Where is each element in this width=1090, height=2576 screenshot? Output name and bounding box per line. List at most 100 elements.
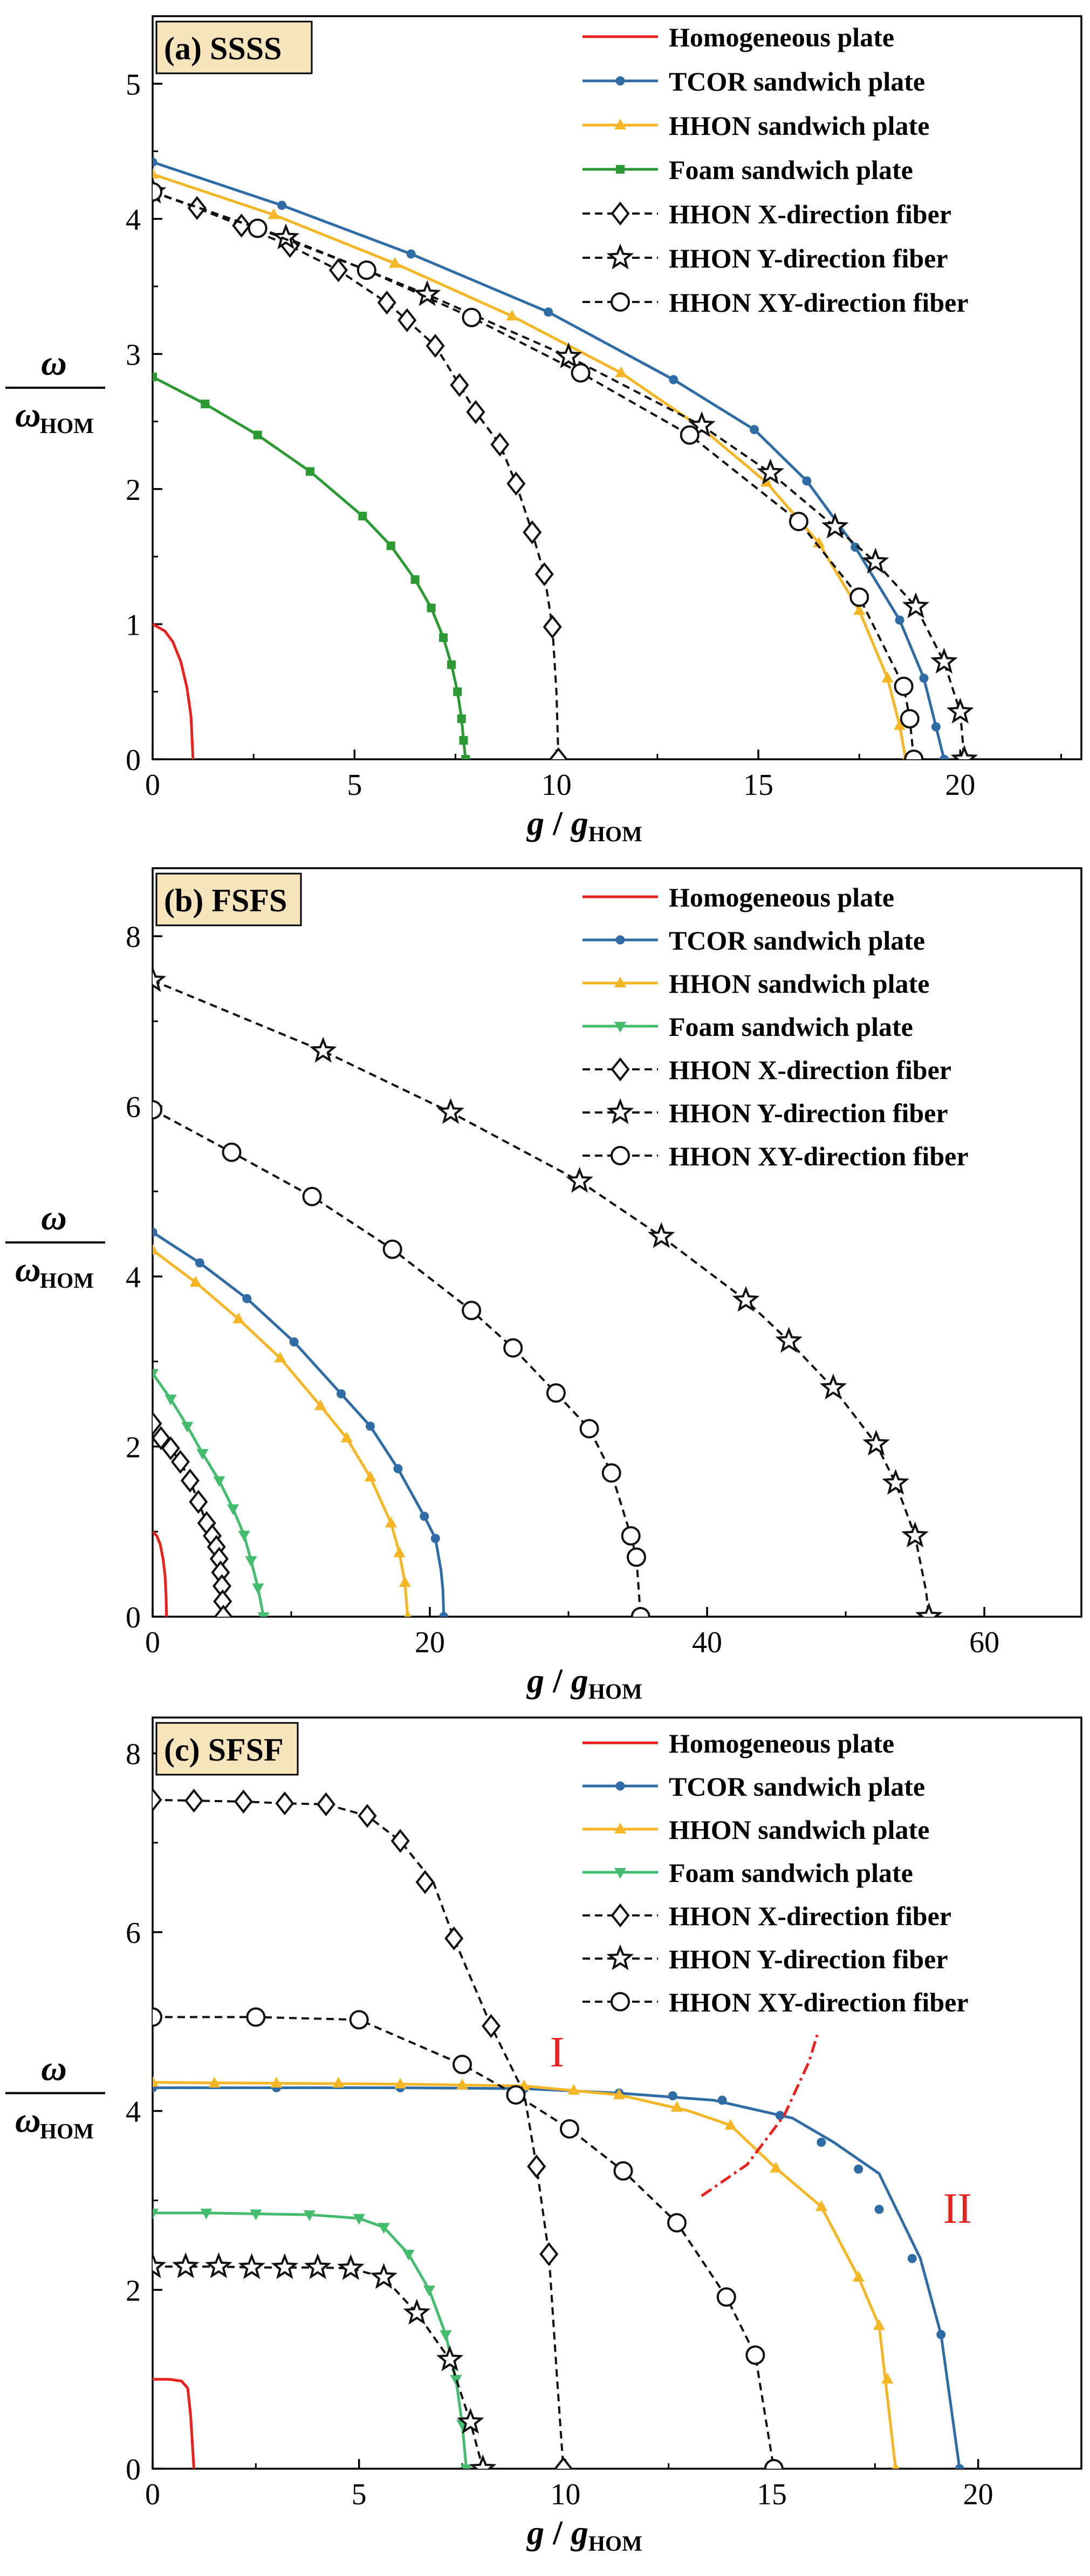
legend-item: HHON sandwich plate (582, 111, 929, 141)
data-point (303, 2210, 316, 2222)
data-point (349, 2010, 369, 2030)
data-point (716, 2287, 736, 2307)
data-point (222, 1142, 242, 1162)
data-point (370, 2263, 397, 2289)
data-point (205, 2252, 232, 2278)
data-point (668, 2091, 677, 2100)
legend-swatch-marker (611, 1903, 630, 1928)
data-area (153, 966, 943, 1617)
data-point (172, 2252, 200, 2278)
data-point (571, 363, 591, 383)
data-point (397, 308, 417, 332)
data-point (770, 2161, 782, 2173)
data-point (268, 208, 280, 219)
data-point (862, 1430, 890, 1456)
data-point (252, 1583, 264, 1595)
series-hhon-xy-direction-fiber (153, 2007, 784, 2469)
y-label-subscript: HOM (40, 1268, 94, 1293)
data-point (567, 2084, 580, 2095)
x-tick-label: 40 (692, 1626, 722, 1659)
legend-item: Homogeneous plate (582, 882, 894, 912)
data-point (242, 1294, 252, 1303)
y-tick-label: 8 (126, 921, 141, 954)
legend-label: HHON Y-direction fiber (669, 243, 948, 273)
data-point (544, 307, 553, 317)
data-point (189, 1276, 202, 1287)
y-tick-label: 0 (126, 744, 141, 777)
data-point (153, 1244, 159, 1255)
data-point (852, 2271, 865, 2282)
data-point (386, 541, 395, 551)
data-point (802, 476, 812, 486)
x-tick-label: 20 (415, 1626, 445, 1659)
data-point (161, 1436, 180, 1460)
legend-item: HHON XY-direction fiber (582, 1987, 969, 2017)
x-tick-label: 20 (963, 2478, 993, 2511)
data-area (153, 1788, 964, 2469)
legend-label: TCOR sandwich plate (669, 66, 925, 97)
region-label: II (943, 2185, 972, 2232)
data-point (450, 373, 469, 397)
data-point (724, 2119, 737, 2130)
data-point (180, 1468, 200, 1493)
data-point (894, 676, 914, 696)
legend-swatch-marker (611, 292, 630, 312)
legend-item: HHON sandwich plate (582, 968, 929, 999)
data-point (527, 2154, 546, 2179)
legend-label: HHON XY-direction fiber (669, 287, 969, 318)
series-hhon-y-direction-fiber (153, 966, 943, 1617)
data-point (439, 1612, 449, 1617)
data-point (895, 615, 904, 625)
series-hhon-xy-direction-fiber (153, 1100, 650, 1617)
data-point (901, 1521, 929, 1548)
data-point (153, 168, 159, 179)
data-point (881, 2373, 894, 2384)
data-point (437, 1098, 464, 1124)
series-tcor-sandwich-plate (153, 2083, 964, 2469)
data-point (955, 2464, 964, 2469)
data-point (238, 1530, 250, 1542)
y-tick-label: 3 (126, 338, 141, 372)
data-point (234, 1789, 253, 1814)
data-point (213, 1476, 225, 1487)
legend-label: TCOR sandwich plate (669, 1771, 925, 1802)
data-point (717, 2096, 727, 2105)
legend-item: HHON XY-direction fiber (582, 1141, 969, 1171)
data-point (819, 1373, 847, 1400)
data-point (554, 342, 582, 368)
y-label-numerator: ω (41, 344, 67, 383)
series-line (153, 2211, 468, 2469)
data-point (444, 1926, 464, 1950)
data-point (851, 542, 860, 552)
legend-label: HHON Y-direction fiber (669, 1944, 948, 1974)
data-point (181, 1421, 194, 1433)
legend-swatch-marker (616, 165, 625, 174)
data-point (539, 2242, 559, 2266)
series-hhon-sandwich-plate (153, 2076, 900, 2469)
data-point (621, 1526, 641, 1546)
data-point (579, 1419, 599, 1439)
legend-item: TCOR sandwich plate (582, 66, 925, 97)
data-point (153, 1426, 170, 1451)
legend-swatch-marker (611, 1992, 630, 2011)
data-point (902, 592, 930, 619)
data-point (353, 2214, 365, 2225)
series-tcor-sandwich-plate (153, 157, 949, 759)
legend-item: Foam sandwich plate (582, 1858, 913, 1888)
legend-swatch-marker (614, 119, 626, 129)
series-line (153, 190, 965, 759)
x-tick-label: 10 (550, 2478, 580, 2511)
data-point (904, 750, 924, 759)
data-point (410, 575, 420, 584)
data-point (332, 2077, 345, 2088)
data-point (440, 2330, 452, 2341)
data-point (402, 2250, 415, 2261)
series-tcor-sandwich-plate (153, 1227, 449, 1617)
data-point (750, 425, 759, 435)
series-hhon-xy-direction-fiber (153, 182, 924, 759)
legend-swatch-marker (615, 76, 625, 86)
legend-swatch-marker (614, 1022, 626, 1033)
data-point (882, 1468, 909, 1495)
data-point (184, 1788, 204, 1813)
y-tick-label: 2 (126, 2274, 141, 2307)
